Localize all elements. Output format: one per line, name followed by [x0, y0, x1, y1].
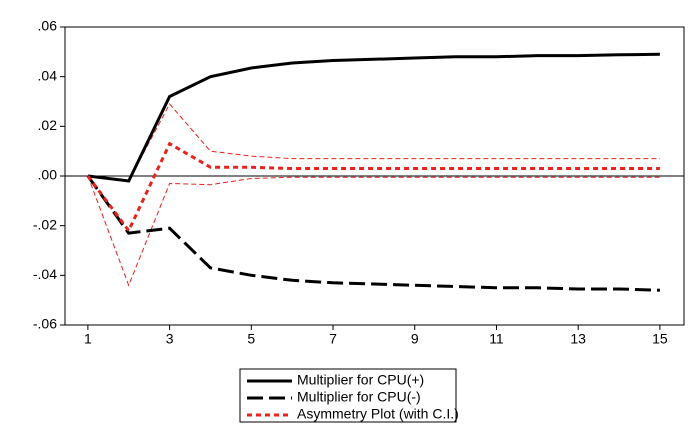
x-tick-label: 5 — [247, 331, 255, 347]
series-line — [86, 175, 660, 292]
y-tick-label: .06 — [38, 18, 58, 34]
x-tick-label: 3 — [166, 331, 174, 347]
ci-line — [87, 175, 660, 287]
legend-label: Multiplier for CPU(+) — [297, 372, 424, 388]
legend-box — [239, 368, 457, 423]
x-tick-label: 7 — [329, 331, 337, 347]
legend-label: Asymmetry Plot (with C.I.) — [297, 406, 459, 422]
legend-label: Multiplier for CPU(-) — [297, 389, 421, 405]
x-tick-label: 13 — [570, 331, 586, 347]
ci-line — [87, 103, 660, 182]
x-tick-label: 11 — [489, 331, 504, 347]
y-tick-label: -.02 — [33, 216, 57, 232]
series-line — [87, 52, 660, 183]
y-tick-label: .00 — [38, 167, 58, 183]
y-tick-label: -.04 — [33, 266, 57, 282]
y-tick-label: .04 — [38, 67, 58, 83]
x-tick-label: 9 — [411, 331, 419, 347]
series-line — [86, 141, 660, 234]
y-tick-label: .02 — [38, 117, 58, 133]
y-tick-label: -.06 — [33, 316, 57, 332]
x-tick-label: 15 — [652, 331, 668, 347]
x-tick-label: 1 — [84, 331, 92, 347]
